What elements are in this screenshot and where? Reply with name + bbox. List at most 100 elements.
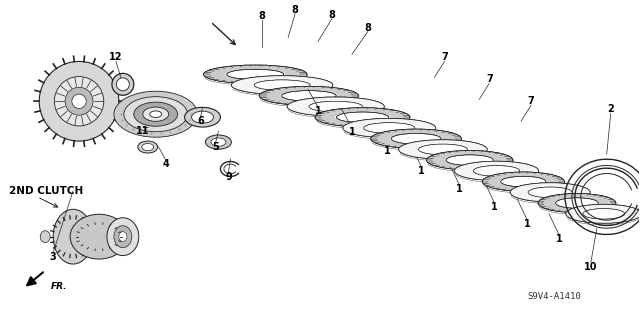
Ellipse shape	[184, 107, 220, 127]
Ellipse shape	[399, 140, 487, 159]
Ellipse shape	[474, 166, 520, 176]
Ellipse shape	[454, 161, 539, 181]
Text: 1: 1	[556, 234, 563, 244]
Text: 7: 7	[528, 96, 534, 106]
Ellipse shape	[191, 111, 214, 123]
Ellipse shape	[528, 187, 572, 197]
Ellipse shape	[227, 69, 284, 79]
Ellipse shape	[391, 133, 441, 144]
Text: 12: 12	[109, 52, 123, 63]
Ellipse shape	[483, 172, 564, 191]
Ellipse shape	[337, 112, 388, 122]
Ellipse shape	[538, 194, 616, 212]
Text: 11: 11	[136, 126, 150, 136]
Ellipse shape	[474, 166, 520, 176]
Ellipse shape	[142, 144, 154, 151]
Ellipse shape	[211, 138, 226, 146]
Circle shape	[54, 77, 104, 126]
Ellipse shape	[539, 194, 615, 212]
Ellipse shape	[205, 65, 306, 84]
Ellipse shape	[70, 214, 128, 259]
Ellipse shape	[343, 118, 436, 137]
Text: 9: 9	[225, 172, 232, 182]
Ellipse shape	[287, 97, 384, 116]
Text: 5: 5	[212, 142, 219, 152]
Ellipse shape	[371, 129, 461, 148]
Ellipse shape	[446, 155, 493, 166]
Ellipse shape	[428, 151, 512, 170]
Text: 1: 1	[456, 184, 463, 194]
Ellipse shape	[554, 197, 600, 209]
Ellipse shape	[116, 78, 129, 91]
Ellipse shape	[124, 97, 188, 132]
Ellipse shape	[260, 86, 358, 105]
Ellipse shape	[566, 204, 640, 223]
Circle shape	[65, 87, 93, 115]
Ellipse shape	[309, 101, 362, 112]
Ellipse shape	[134, 102, 178, 126]
Ellipse shape	[399, 140, 487, 159]
Ellipse shape	[510, 183, 590, 202]
Text: 3: 3	[50, 252, 56, 262]
Ellipse shape	[316, 108, 409, 127]
Ellipse shape	[566, 204, 640, 223]
Ellipse shape	[282, 91, 336, 101]
Text: 1: 1	[315, 106, 321, 116]
Ellipse shape	[335, 112, 390, 123]
Ellipse shape	[528, 187, 572, 197]
Text: 7: 7	[486, 74, 493, 84]
Ellipse shape	[259, 86, 358, 105]
Ellipse shape	[510, 183, 590, 202]
Ellipse shape	[114, 226, 132, 248]
Ellipse shape	[40, 231, 50, 243]
Text: 1: 1	[349, 127, 355, 137]
Ellipse shape	[364, 123, 415, 133]
Circle shape	[39, 62, 119, 141]
Ellipse shape	[483, 172, 564, 191]
Text: 6: 6	[197, 116, 204, 126]
Text: 8: 8	[292, 5, 298, 15]
Ellipse shape	[556, 198, 598, 208]
Ellipse shape	[53, 209, 93, 264]
Text: 8: 8	[259, 11, 266, 21]
Text: FR.: FR.	[51, 282, 68, 291]
Ellipse shape	[232, 76, 333, 94]
Text: 1: 1	[524, 219, 531, 229]
Ellipse shape	[500, 176, 547, 187]
Circle shape	[72, 94, 86, 108]
Ellipse shape	[114, 91, 198, 137]
Ellipse shape	[254, 80, 310, 90]
Text: 2ND CLUTCH: 2ND CLUTCH	[10, 186, 84, 196]
Ellipse shape	[287, 97, 384, 116]
Text: 1: 1	[418, 166, 425, 176]
Ellipse shape	[205, 135, 232, 149]
Text: 10: 10	[584, 262, 598, 271]
Ellipse shape	[583, 209, 625, 219]
Ellipse shape	[309, 101, 362, 112]
Ellipse shape	[254, 80, 310, 90]
Ellipse shape	[150, 111, 162, 117]
Ellipse shape	[232, 76, 333, 94]
Text: 8: 8	[328, 10, 335, 20]
Ellipse shape	[454, 161, 539, 181]
Ellipse shape	[343, 118, 436, 137]
Ellipse shape	[364, 123, 415, 133]
Ellipse shape	[280, 90, 337, 101]
Text: 2: 2	[607, 104, 614, 114]
Ellipse shape	[107, 218, 139, 256]
Ellipse shape	[143, 107, 169, 121]
Text: 7: 7	[441, 52, 448, 63]
Ellipse shape	[225, 69, 285, 80]
Text: S9V4-A1410: S9V4-A1410	[527, 292, 581, 301]
Ellipse shape	[419, 144, 467, 155]
Ellipse shape	[119, 232, 127, 241]
Ellipse shape	[426, 151, 513, 170]
Ellipse shape	[138, 141, 157, 153]
Ellipse shape	[445, 155, 495, 166]
Text: 1: 1	[385, 146, 391, 156]
Ellipse shape	[315, 108, 410, 127]
Ellipse shape	[583, 209, 625, 219]
Ellipse shape	[204, 65, 307, 84]
Text: 1: 1	[491, 202, 498, 212]
Ellipse shape	[419, 144, 467, 155]
